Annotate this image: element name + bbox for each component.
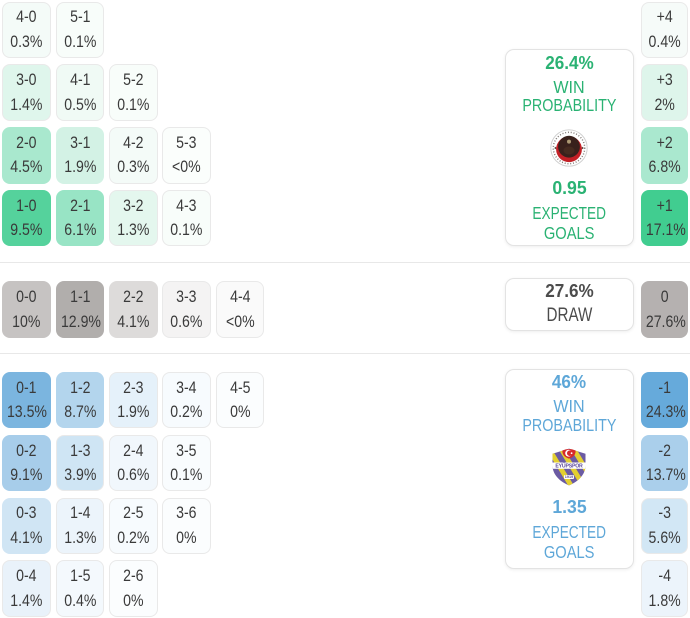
svg-text:EYÜPSPOR: EYÜPSPOR xyxy=(556,462,584,469)
svg-text:1919: 1919 xyxy=(565,475,573,479)
